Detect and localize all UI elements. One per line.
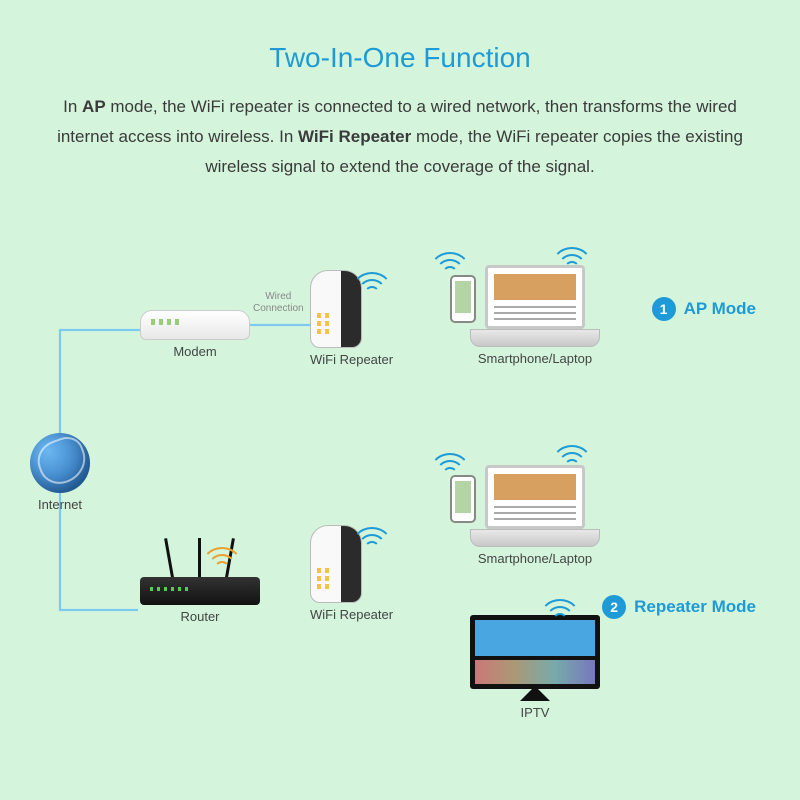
- desc-bold-repeater: WiFi Repeater: [298, 127, 411, 146]
- repeater-icon: [310, 525, 362, 603]
- desc-bold-ap: AP: [82, 97, 106, 116]
- wifi-signal-icon: [368, 270, 396, 298]
- wifi-signal-icon: [568, 245, 596, 273]
- desc-pre: In: [63, 97, 82, 116]
- node-modem: Modem: [140, 310, 250, 359]
- mode-number-1: 1: [652, 297, 676, 321]
- label-laptop1: Smartphone/Laptop: [470, 351, 600, 366]
- mode-label-ap: AP Mode: [684, 299, 756, 319]
- page-title: Two-In-One Function: [0, 0, 800, 74]
- node-internet: Internet: [30, 433, 90, 512]
- label-laptop2: Smartphone/Laptop: [470, 551, 600, 566]
- label-repeater2: WiFi Repeater: [310, 607, 393, 622]
- wifi-signal-icon: [218, 545, 246, 573]
- label-internet: Internet: [30, 497, 90, 512]
- diagram-canvas: Internet Modem WiredConnection WiFi Repe…: [0, 215, 800, 800]
- laptop-icon: [470, 465, 600, 547]
- label-repeater1: WiFi Repeater: [310, 352, 393, 367]
- laptop-icon: [470, 265, 600, 347]
- wifi-signal-icon: [446, 250, 474, 278]
- mode-number-2: 2: [602, 595, 626, 619]
- label-modem: Modem: [140, 344, 250, 359]
- wifi-signal-icon: [556, 597, 584, 625]
- mode-ap: 1 AP Mode: [652, 297, 756, 321]
- iptv-icon: [470, 615, 600, 701]
- label-router: Router: [140, 609, 260, 624]
- mode-repeater: 2 Repeater Mode: [602, 595, 756, 619]
- modem-icon: [140, 310, 250, 340]
- repeater-icon: [310, 270, 362, 348]
- description-paragraph: In AP mode, the WiFi repeater is connect…: [0, 74, 800, 181]
- label-wired-connection: WiredConnection: [253, 291, 304, 315]
- label-iptv: IPTV: [470, 705, 600, 720]
- globe-icon: [30, 433, 90, 493]
- node-laptop-ap: Smartphone/Laptop: [470, 265, 600, 366]
- mode-label-repeater: Repeater Mode: [634, 597, 756, 617]
- wifi-signal-icon: [368, 525, 396, 553]
- smartphone-icon: [450, 475, 476, 523]
- node-laptop-rep: Smartphone/Laptop: [470, 465, 600, 566]
- wifi-signal-icon: [446, 451, 474, 479]
- wifi-signal-icon: [568, 443, 596, 471]
- smartphone-icon: [450, 275, 476, 323]
- node-iptv: IPTV: [470, 615, 600, 720]
